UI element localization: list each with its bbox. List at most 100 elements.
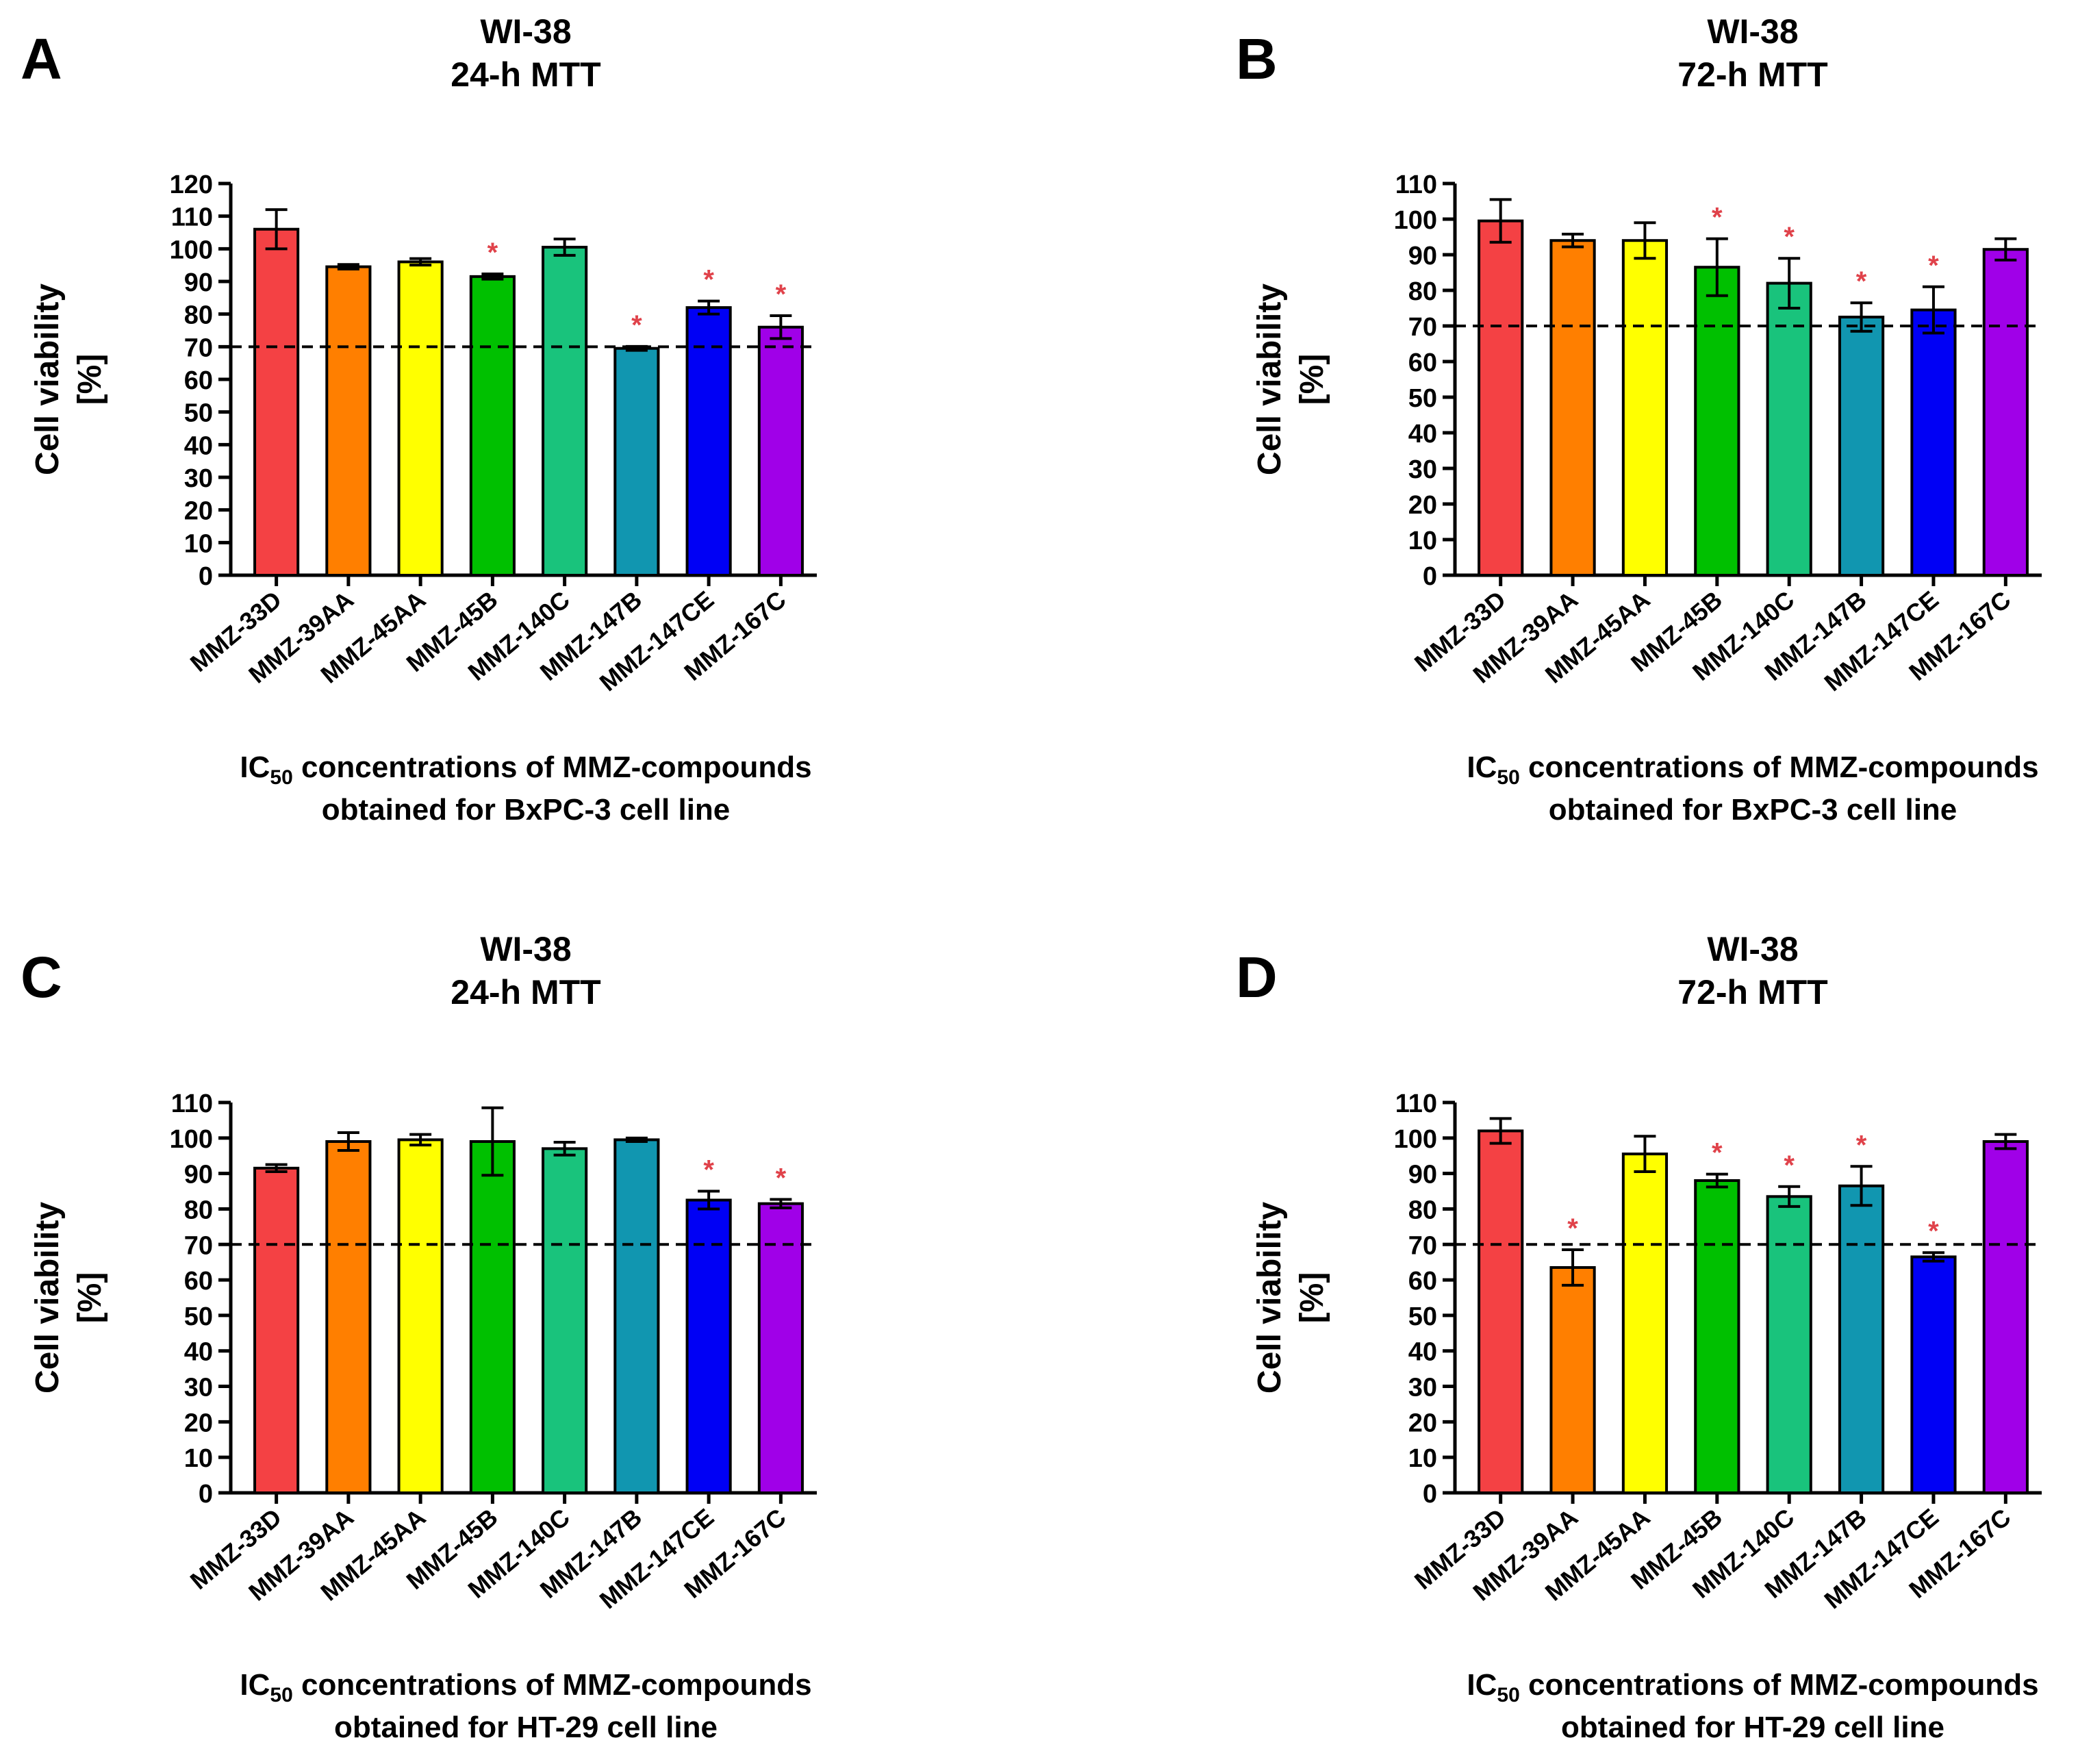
significance-marker: *	[631, 310, 642, 340]
y-tick-label: 100	[1394, 1125, 1437, 1154]
y-axis-label-line2: [%]	[1294, 354, 1330, 405]
y-tick-label: 10	[184, 1444, 213, 1473]
significance-marker: *	[1928, 251, 1939, 281]
y-tick-label: 60	[184, 366, 213, 395]
x-axis-label-line1: IC50 concentrations of MMZ-compounds	[240, 1668, 811, 1706]
significance-marker: *	[703, 265, 714, 295]
chart-title-line2: 72-h MTT	[1677, 973, 1827, 1011]
bar-mmz-140c	[1766, 281, 1812, 577]
y-axis-label-line2: [%]	[1294, 1272, 1330, 1324]
significance-marker: *	[776, 1163, 787, 1193]
panel-letter: B	[1236, 27, 1278, 91]
chart-title-line1: WI-38	[1707, 930, 1798, 968]
y-tick-label: 110	[1395, 1089, 1437, 1118]
y-tick-label: 10	[184, 529, 213, 558]
x-axis-label-ic: IC	[1467, 751, 1497, 784]
bar-mmz-39aa	[325, 265, 372, 577]
chart-title-line1: WI-38	[1707, 12, 1798, 51]
y-tick-label: 50	[184, 1302, 213, 1331]
y-tick-label: 0	[1423, 1480, 1437, 1509]
x-axis-label-ic: IC	[1467, 1668, 1497, 1702]
y-tick-label: 40	[184, 431, 213, 460]
significance-marker: *	[487, 238, 498, 268]
x-axis-label-text: concentrations of MMZ-compounds	[293, 1668, 812, 1702]
y-tick-label: 60	[184, 1267, 213, 1296]
x-axis-label-line1: IC50 concentrations of MMZ-compounds	[1467, 1668, 2038, 1706]
y-tick-label: 20	[1408, 1409, 1437, 1437]
chart-title-line2: 72-h MTT	[1677, 55, 1827, 94]
bar-mmz-147b	[613, 346, 660, 577]
bar-mmz-140c	[542, 1147, 588, 1494]
y-tick-label: 90	[184, 268, 213, 297]
x-axis-label-line1: IC50 concentrations of MMZ-compounds	[1467, 751, 2038, 789]
y-tick-label: 110	[171, 203, 213, 232]
x-axis-label-text: concentrations of MMZ-compounds	[293, 751, 812, 784]
bar-mmz-45aa	[1621, 239, 1669, 577]
y-tick-label: 80	[184, 1196, 213, 1224]
y-tick-label: 50	[184, 399, 213, 428]
y-tick-label: 90	[1408, 242, 1437, 270]
y-tick-label: 100	[1394, 206, 1437, 235]
significance-marker: *	[1856, 1130, 1867, 1160]
y-tick-label: 30	[184, 464, 213, 493]
y-tick-label: 60	[1408, 1267, 1437, 1296]
panel-letter: C	[21, 945, 62, 1009]
bar-mmz-167c	[1982, 248, 2029, 577]
bar-mmz-147ce	[1910, 308, 1957, 577]
bar-mmz-45b	[1694, 1179, 1740, 1494]
y-tick-label: 20	[184, 1409, 213, 1437]
chart-title-line2: 24-h MTT	[451, 55, 600, 94]
y-tick-label: 0	[199, 562, 213, 591]
bar-mmz-39aa	[1549, 239, 1596, 577]
y-tick-label: 40	[1408, 1338, 1437, 1367]
y-tick-label: 70	[184, 1231, 213, 1260]
y-tick-label: 60	[1408, 349, 1437, 377]
y-tick-label: 80	[184, 301, 213, 330]
y-tick-label: 50	[1408, 1302, 1437, 1331]
x-axis-label-text: concentrations of MMZ-compounds	[1520, 751, 2039, 784]
panel-D: D WI-38 72-h MTT Cell viability [%] 0 10 20 30 40…	[1236, 930, 2042, 1744]
bar-mmz-33d	[1478, 219, 1524, 577]
y-tick-label: 20	[184, 497, 213, 526]
y-tick-label: 120	[170, 171, 213, 199]
y-axis-label-line2: [%]	[72, 354, 108, 405]
y-tick-label: 80	[1408, 1196, 1437, 1224]
bar-mmz-147ce	[1910, 1255, 1957, 1494]
y-axis-label-line1: Cell viability	[29, 284, 66, 475]
bar-mmz-147b	[1838, 316, 1885, 577]
bar-mmz-167c	[1982, 1140, 2029, 1494]
x-axis-label-subscript: 50	[270, 1684, 292, 1706]
y-tick-label: 70	[1408, 313, 1437, 342]
chart-title-line1: WI-38	[480, 930, 571, 968]
bar-mmz-45aa	[397, 260, 444, 577]
x-axis-label-ic: IC	[240, 751, 270, 784]
x-axis-label-line2: obtained for HT-29 cell line	[334, 1711, 718, 1744]
bar-mmz-33d	[1478, 1129, 1524, 1495]
y-tick-label: 40	[1408, 420, 1437, 449]
chart-title-line2: 24-h MTT	[451, 973, 600, 1011]
bar-mmz-39aa	[325, 1140, 372, 1494]
y-tick-label: 30	[1408, 1374, 1437, 1402]
y-axis-label-line2: [%]	[72, 1272, 108, 1324]
x-axis-label-line2: obtained for HT-29 cell line	[1561, 1711, 1944, 1744]
panel-C: C WI-38 24-h MTT Cell viability [%] 0 10 20 30 40…	[21, 930, 817, 1744]
bar-mmz-140c	[1766, 1195, 1812, 1495]
significance-marker: *	[1784, 1150, 1795, 1181]
significance-marker: *	[1928, 1216, 1939, 1246]
y-tick-label: 110	[1395, 171, 1437, 199]
panel-A: A WI-38 24-h MTT Cell viability [%] 0 10 20 30 40…	[21, 12, 817, 827]
y-tick-label: 10	[1408, 527, 1437, 555]
y-axis-label-line1: Cell viability	[29, 1202, 66, 1394]
y-tick-label: 0	[199, 1480, 213, 1509]
y-tick-label: 70	[184, 333, 213, 362]
panel-B: B WI-38 72-h MTT Cell viability [%] 0 10 20 30 40…	[1236, 12, 2042, 827]
bar-mmz-33d	[253, 227, 300, 577]
y-tick-label: 10	[1408, 1444, 1437, 1473]
y-tick-label: 90	[184, 1161, 213, 1189]
bar-mmz-147b	[613, 1138, 660, 1494]
significance-marker: *	[1567, 1213, 1578, 1244]
y-tick-label: 50	[1408, 384, 1437, 413]
y-tick-label: 70	[1408, 1231, 1437, 1260]
x-axis-label-subscript: 50	[270, 766, 292, 789]
y-tick-label: 40	[184, 1338, 213, 1367]
